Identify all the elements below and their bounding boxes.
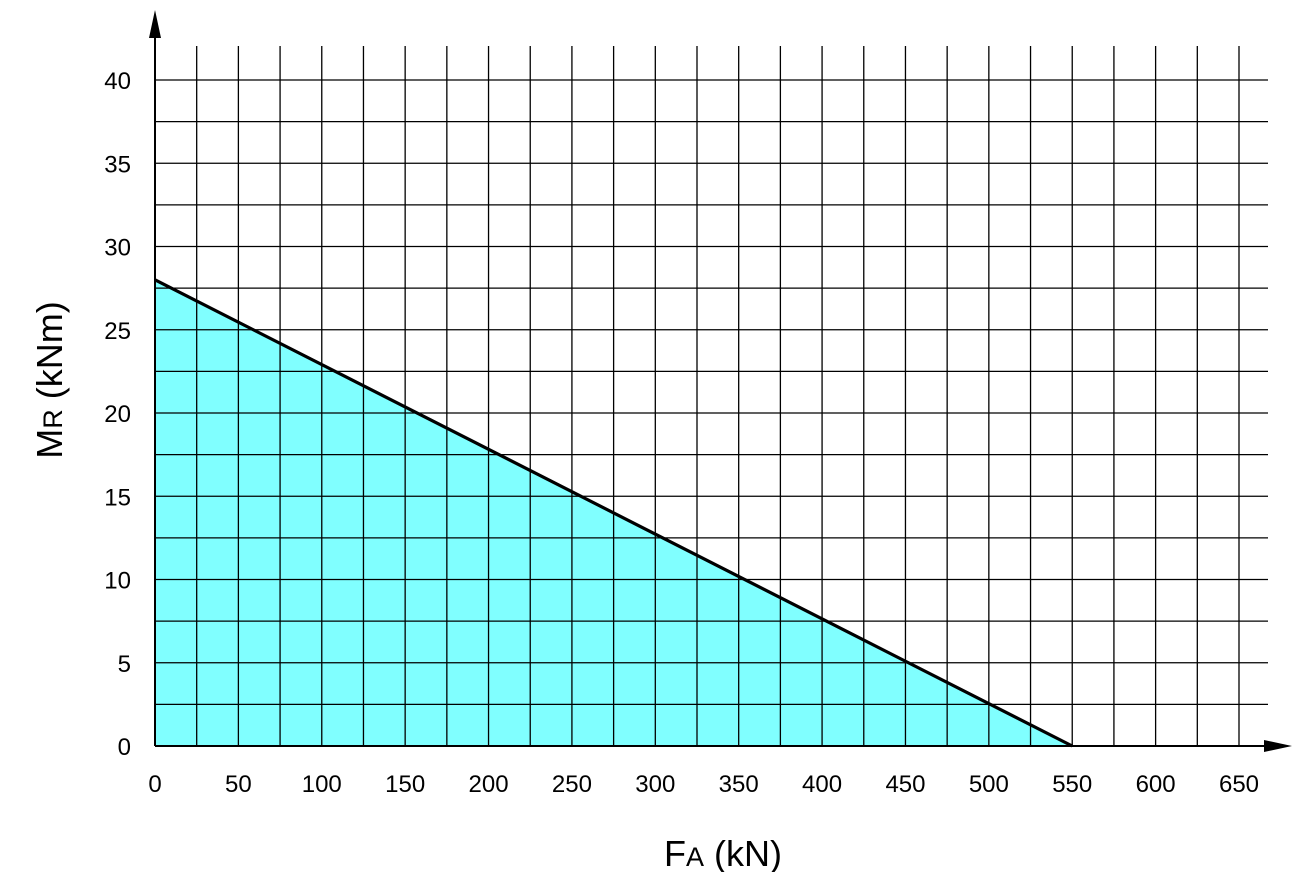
x-axis-label-unit: (kN)	[704, 833, 782, 872]
y-tick-label: 25	[104, 318, 131, 345]
x-axis-label: FA (kN)	[664, 833, 782, 872]
x-tick-label: 200	[469, 771, 509, 798]
grid-layer	[155, 46, 1268, 746]
x-axis-label-main: F	[664, 833, 686, 872]
x-tick-label: 550	[1052, 771, 1092, 798]
x-tick-label: 600	[1136, 771, 1176, 798]
x-tick-label: 350	[719, 771, 759, 798]
y-tick-label: 40	[104, 68, 131, 95]
y-axis-label-sub: R	[38, 409, 68, 429]
y-tick-labels: 0 5 10 15 20 25 30 35 40	[104, 68, 131, 761]
y-axis-arrow-icon	[149, 10, 161, 38]
y-tick-label: 0	[118, 734, 131, 761]
y-tick-label: 20	[104, 401, 131, 428]
y-axis-label-main: M	[29, 429, 70, 459]
x-tick-label: 0	[148, 771, 161, 798]
y-tick-label: 10	[104, 568, 131, 595]
x-tick-label: 500	[969, 771, 1009, 798]
x-tick-label: 150	[385, 771, 425, 798]
series-layer	[154, 278, 1073, 748]
series-line-0	[154, 278, 1073, 748]
y-axis-label-unit: (kNm)	[29, 301, 70, 409]
x-tick-label: 250	[552, 771, 592, 798]
y-tick-label: 15	[104, 484, 131, 511]
y-tick-label: 35	[104, 151, 131, 178]
x-tick-label: 450	[885, 771, 925, 798]
axes-layer	[149, 10, 1292, 752]
y-axis-label: MR (kNm)	[29, 301, 70, 458]
x-axis-arrow-icon	[1264, 740, 1292, 752]
y-tick-label: 5	[118, 651, 131, 678]
x-tick-labels: 0 50 100 150 200 250 300 350 400 450 500 550 600 650	[148, 771, 1259, 798]
y-tick-label: 30	[104, 235, 131, 262]
x-tick-label: 100	[302, 771, 342, 798]
x-tick-label: 650	[1219, 771, 1259, 798]
x-axis-label-sub: A	[686, 842, 704, 872]
x-tick-label: 400	[802, 771, 842, 798]
x-tick-label: 300	[635, 771, 675, 798]
x-tick-label: 50	[225, 771, 252, 798]
